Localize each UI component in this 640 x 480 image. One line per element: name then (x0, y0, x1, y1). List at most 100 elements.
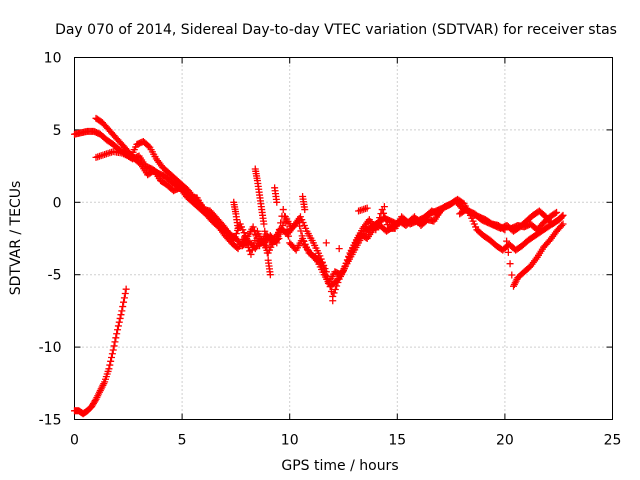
series-track-a (71, 127, 567, 300)
y-tick-label: 10 (44, 51, 62, 67)
data-point (120, 298, 128, 306)
data-point (276, 230, 284, 238)
data-point (279, 221, 287, 229)
data-point (107, 357, 115, 365)
data-point (266, 271, 274, 279)
data-point (248, 246, 256, 254)
data-point (108, 350, 116, 358)
data-point (553, 208, 561, 216)
x-tick-label: 10 (281, 433, 299, 449)
data-point (318, 259, 326, 267)
data-point (374, 218, 382, 226)
data-point (113, 330, 121, 338)
data-points (71, 114, 567, 418)
data-point (341, 263, 349, 271)
data-point (262, 235, 270, 242)
data-point (105, 365, 113, 373)
data-point (278, 226, 286, 234)
data-point (436, 207, 444, 215)
data-point (557, 214, 565, 222)
data-point (252, 230, 260, 238)
x-tick-label: 0 (70, 433, 79, 449)
y-tick-label: 0 (53, 195, 62, 211)
data-point (111, 338, 119, 346)
data-point (335, 245, 343, 253)
data-point (363, 204, 371, 212)
data-point (121, 290, 129, 298)
data-point (299, 237, 307, 245)
data-point (122, 285, 130, 293)
data-point (345, 252, 353, 260)
data-point (261, 227, 269, 235)
chart-title: Day 070 of 2014, Sidereal Day-to-day VTE… (55, 22, 617, 38)
data-point (504, 248, 512, 256)
data-point (380, 209, 388, 217)
data-point (503, 237, 511, 245)
series-track-c (92, 137, 444, 290)
data-point (506, 260, 514, 268)
data-point (298, 232, 306, 240)
data-point (114, 326, 122, 334)
data-point (231, 233, 239, 241)
data-point (279, 206, 287, 214)
data-point (119, 303, 127, 311)
data-point (275, 235, 283, 242)
y-tick-label: -15 (39, 413, 62, 429)
data-point (114, 322, 122, 330)
data-point (500, 225, 508, 233)
x-tick-label: 15 (388, 433, 406, 449)
data-point (312, 256, 320, 264)
axis-ticks (74, 57, 613, 420)
y-tick-label: 5 (53, 123, 62, 139)
data-point (116, 314, 124, 322)
y-axis-label: SDTVAR / TECUs (8, 181, 24, 296)
x-tick-labels: 0 5 10 15 20 25 (70, 433, 621, 449)
y-tick-label: -5 (48, 268, 62, 284)
data-point (263, 249, 271, 257)
data-point (249, 223, 257, 231)
data-point (118, 307, 126, 315)
data-point (373, 222, 381, 230)
data-point (330, 289, 338, 297)
data-point (380, 203, 388, 211)
plot-frame (74, 57, 613, 420)
data-point (297, 227, 305, 235)
data-point (260, 220, 268, 228)
data-point (558, 221, 566, 229)
data-point (340, 266, 347, 274)
data-point (120, 294, 128, 302)
data-point (322, 239, 330, 247)
data-point (381, 213, 389, 221)
data-point (284, 232, 292, 240)
data-point (382, 217, 390, 225)
data-point (106, 361, 114, 369)
data-point (230, 236, 238, 244)
data-point (551, 209, 559, 217)
data-point (343, 256, 351, 264)
data-point (232, 230, 240, 238)
y-tick-label: -10 (39, 340, 62, 356)
data-point (383, 221, 391, 229)
x-tick-label: 25 (604, 433, 622, 449)
data-point (234, 224, 242, 232)
data-point (262, 242, 270, 250)
series-spikes (230, 165, 388, 305)
data-point (115, 318, 123, 326)
data-point (329, 297, 337, 305)
data-point (117, 311, 125, 319)
data-point (301, 206, 309, 214)
x-axis-label: GPS time / hours (281, 458, 398, 474)
x-tick-label: 5 (178, 433, 187, 449)
data-point (372, 226, 380, 234)
data-point (296, 222, 304, 230)
data-point (331, 285, 339, 293)
data-point (274, 235, 282, 243)
data-point (250, 227, 258, 235)
series-early-track (71, 285, 130, 418)
data-point (342, 259, 350, 267)
data-point (244, 243, 252, 251)
data-point (294, 217, 302, 225)
data-point (559, 220, 567, 228)
data-point (247, 250, 255, 258)
